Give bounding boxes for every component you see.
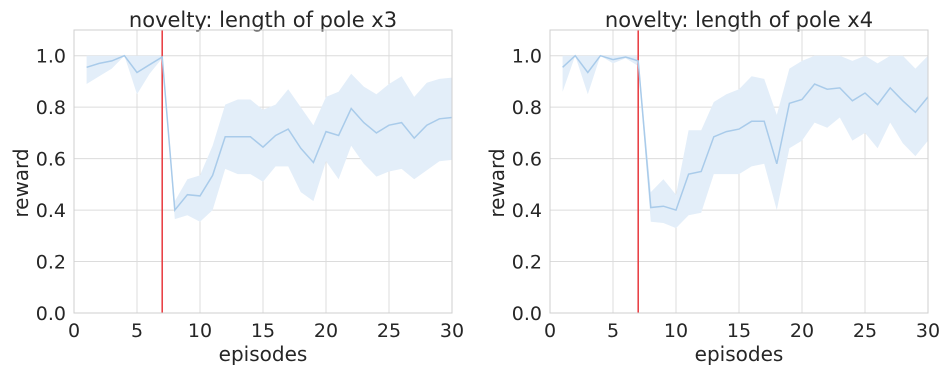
x-tick-label: 0 xyxy=(68,320,80,342)
y-tick-label: 0.0 xyxy=(36,303,66,325)
y-tick-label: 1.0 xyxy=(36,46,66,68)
x-tick-label: 20 xyxy=(790,320,814,342)
y-tick-label: 0.2 xyxy=(512,252,542,274)
chart-right: novelty: length of pole x4 0 5 10 15 20 25 30 … xyxy=(485,8,940,365)
chart-right-x-axis-label: episodes xyxy=(695,342,784,365)
x-tick-label: 15 xyxy=(727,320,751,342)
chart-right-y-axis-label: reward xyxy=(485,148,509,217)
chart-right-series-line xyxy=(562,54,929,212)
y-tick-label: 0.2 xyxy=(36,252,66,274)
y-tick-label: 0.0 xyxy=(512,303,542,325)
x-tick-label: 5 xyxy=(131,320,143,342)
x-tick-label: 25 xyxy=(377,320,401,342)
y-tick-label: 0.8 xyxy=(512,97,542,119)
x-tick-label: 30 xyxy=(916,320,940,342)
x-tick-label: 10 xyxy=(664,320,688,342)
y-tick-label: 0.6 xyxy=(512,149,542,171)
chart-right-confidence-band xyxy=(562,55,928,229)
chart-left-x-axis-label: episodes xyxy=(219,342,308,365)
y-tick-label: 0.8 xyxy=(36,97,66,119)
chart-left-series-line xyxy=(86,54,453,213)
x-tick-label: 25 xyxy=(853,320,877,342)
x-tick-label: 0 xyxy=(544,320,556,342)
x-tick-label: 30 xyxy=(440,320,464,342)
chart-right-x-ticks: 0 5 10 15 20 25 30 xyxy=(544,320,940,342)
x-tick-label: 5 xyxy=(607,320,619,342)
y-tick-label: 0.4 xyxy=(512,200,542,222)
chart-left-x-ticks: 0 5 10 15 20 25 30 xyxy=(68,320,464,342)
x-tick-label: 20 xyxy=(314,320,338,342)
chart-left-plot-frame xyxy=(73,29,453,314)
chart-left: novelty: length of pole x3 0 5 10 15 20 25 30 … xyxy=(9,8,464,365)
y-tick-label: 0.4 xyxy=(36,200,66,222)
y-tick-label: 0.6 xyxy=(36,149,66,171)
x-tick-label: 15 xyxy=(251,320,275,342)
x-tick-label: 10 xyxy=(188,320,212,342)
chart-left-y-axis-label: reward xyxy=(9,148,33,217)
chart-right-y-ticks: 0.0 0.2 0.4 0.6 0.8 1.0 xyxy=(512,46,542,325)
chart-left-confidence-band xyxy=(86,55,452,222)
chart-left-y-ticks: 0.0 0.2 0.4 0.6 0.8 1.0 xyxy=(36,46,66,325)
y-tick-label: 1.0 xyxy=(512,46,542,68)
chart-right-title: novelty: length of pole x4 xyxy=(605,8,873,32)
chart-left-title: novelty: length of pole x3 xyxy=(129,8,397,32)
chart-right-plot-frame xyxy=(549,29,929,314)
